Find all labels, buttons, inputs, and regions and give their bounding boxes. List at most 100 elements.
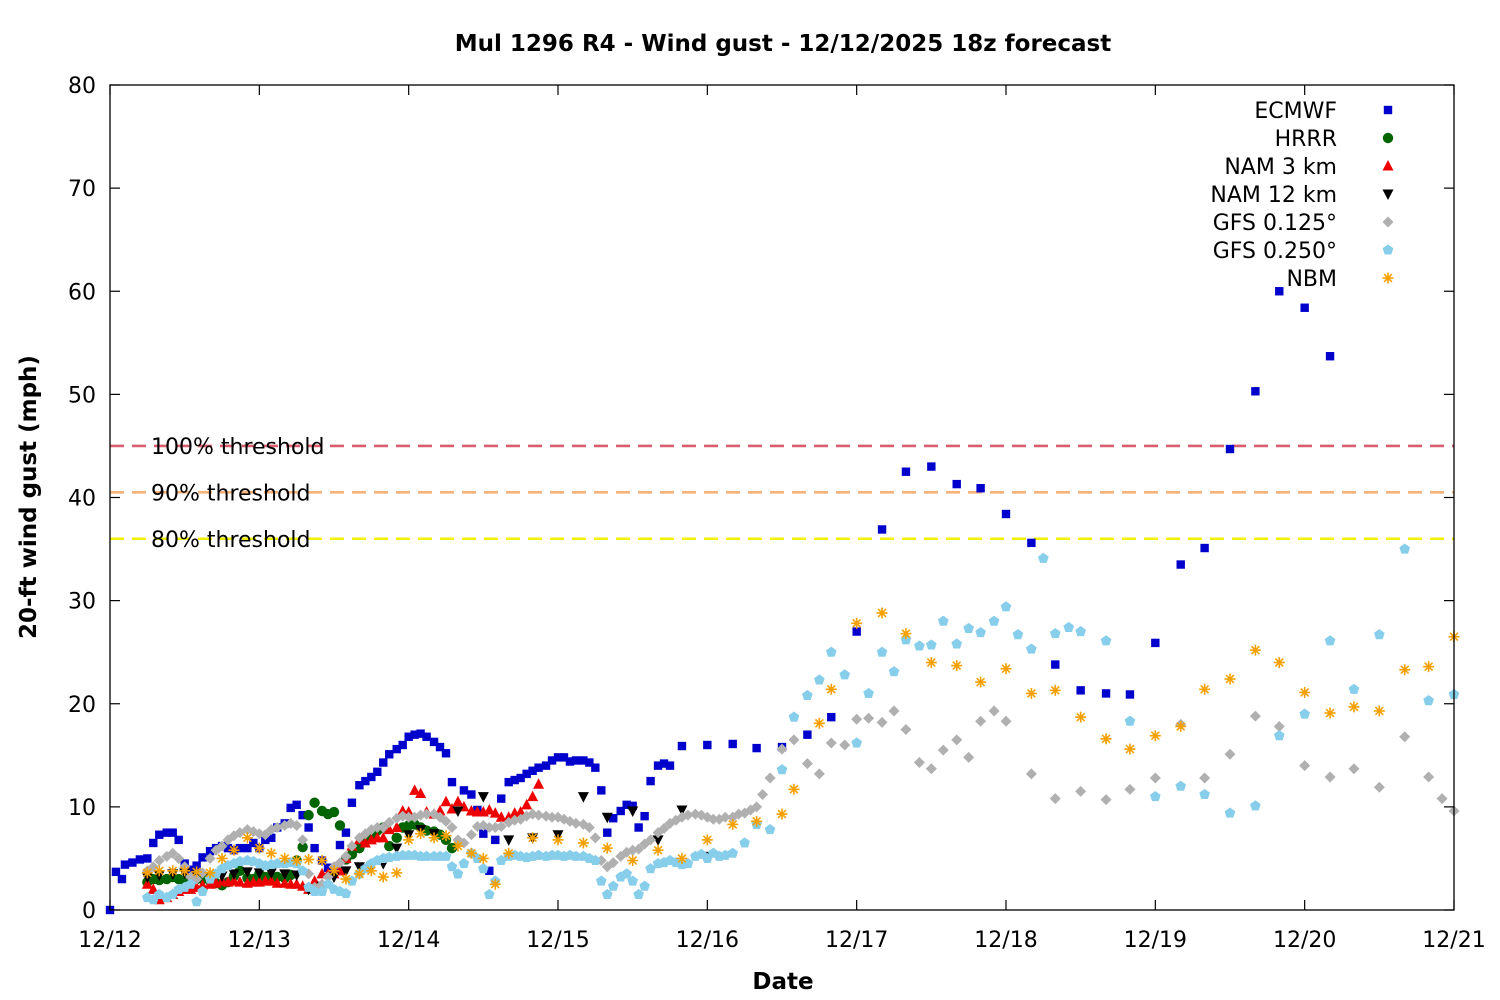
threshold-label: 100% threshold [151,435,325,460]
data-point [863,712,875,724]
data-point [1075,785,1087,797]
data-point [441,749,451,758]
data-point [621,868,633,879]
data-point [440,850,452,861]
data-point [1423,661,1435,673]
data-point [483,803,495,815]
data-point [167,847,179,859]
data-point [415,787,427,798]
data-point [1025,687,1037,699]
x-tick-label: 12/12 [78,928,141,953]
data-point [1100,733,1112,745]
data-point [1049,628,1061,639]
data-point [361,776,370,786]
data-point [707,813,719,825]
data-point [241,867,253,878]
data-point [553,753,563,762]
data-point [259,829,271,841]
data-point [757,789,769,800]
data-point [703,740,712,750]
y-tick-label: 80 [68,74,96,99]
x-tick-label: 12/15 [526,928,589,953]
data-point [340,850,352,862]
data-point [1299,686,1311,698]
data-point [204,867,216,879]
data-point [440,830,452,842]
data-point [279,852,291,864]
data-point [452,795,464,807]
data-point [633,888,644,900]
data-point [162,828,171,837]
data-point [876,607,888,619]
x-tick-label: 12/18 [974,928,1037,953]
data-point [764,823,776,835]
data-point [452,868,464,879]
data-point [228,844,240,856]
data-point [937,615,949,626]
data-point [988,615,1000,626]
data-point [120,860,130,869]
data-point [1049,793,1061,805]
data-point [1150,790,1161,802]
data-point [825,683,837,695]
data-point [440,795,452,807]
data-point [191,896,202,907]
data-point [173,852,185,864]
data-point [827,712,836,722]
data-point [633,843,645,855]
x-tick-label: 12/19 [1124,928,1187,953]
data-point [1251,387,1260,396]
data-point [1299,760,1311,772]
data-point [1149,772,1161,784]
data-point [191,866,203,878]
data-point [788,783,800,795]
data-point [429,737,439,747]
data-point [485,866,494,876]
data-point [863,687,874,698]
data-point [489,807,501,818]
data-point [167,865,179,877]
data-point [1038,552,1049,563]
data-point [622,800,631,810]
data-point [925,657,937,668]
y-tick-label: 70 [68,177,96,202]
data-point [1000,715,1012,727]
data-point [825,646,837,657]
data-point [764,772,776,784]
data-point [392,744,401,754]
data-point [913,757,925,769]
data-point [235,843,245,853]
data-point [428,832,440,844]
y-tick-label: 50 [68,383,96,408]
data-points [105,287,1460,915]
data-point [577,792,589,803]
data-point [975,676,987,688]
data-point [1149,730,1161,742]
data-point [377,822,389,833]
data-point [416,729,425,738]
data-point [297,865,308,876]
data-point [888,666,900,677]
data-point [577,837,589,849]
data-point [328,865,340,877]
data-point [607,857,619,869]
data-point [547,756,557,765]
data-point [495,820,507,832]
data-point [676,805,688,816]
data-point [728,739,737,749]
data-point [216,840,228,852]
data-point [1200,543,1209,553]
data-point [727,818,739,830]
data-point [1373,705,1385,717]
data-point [1199,788,1210,800]
data-point [340,887,352,899]
data-point [1075,625,1086,637]
data-point [340,866,352,877]
y-tick-label: 0 [82,899,96,924]
data-point [421,850,432,861]
data-point [1250,800,1261,811]
data-point [340,873,352,885]
data-point [658,823,670,835]
data-point [1175,780,1187,791]
data-point [228,869,240,880]
